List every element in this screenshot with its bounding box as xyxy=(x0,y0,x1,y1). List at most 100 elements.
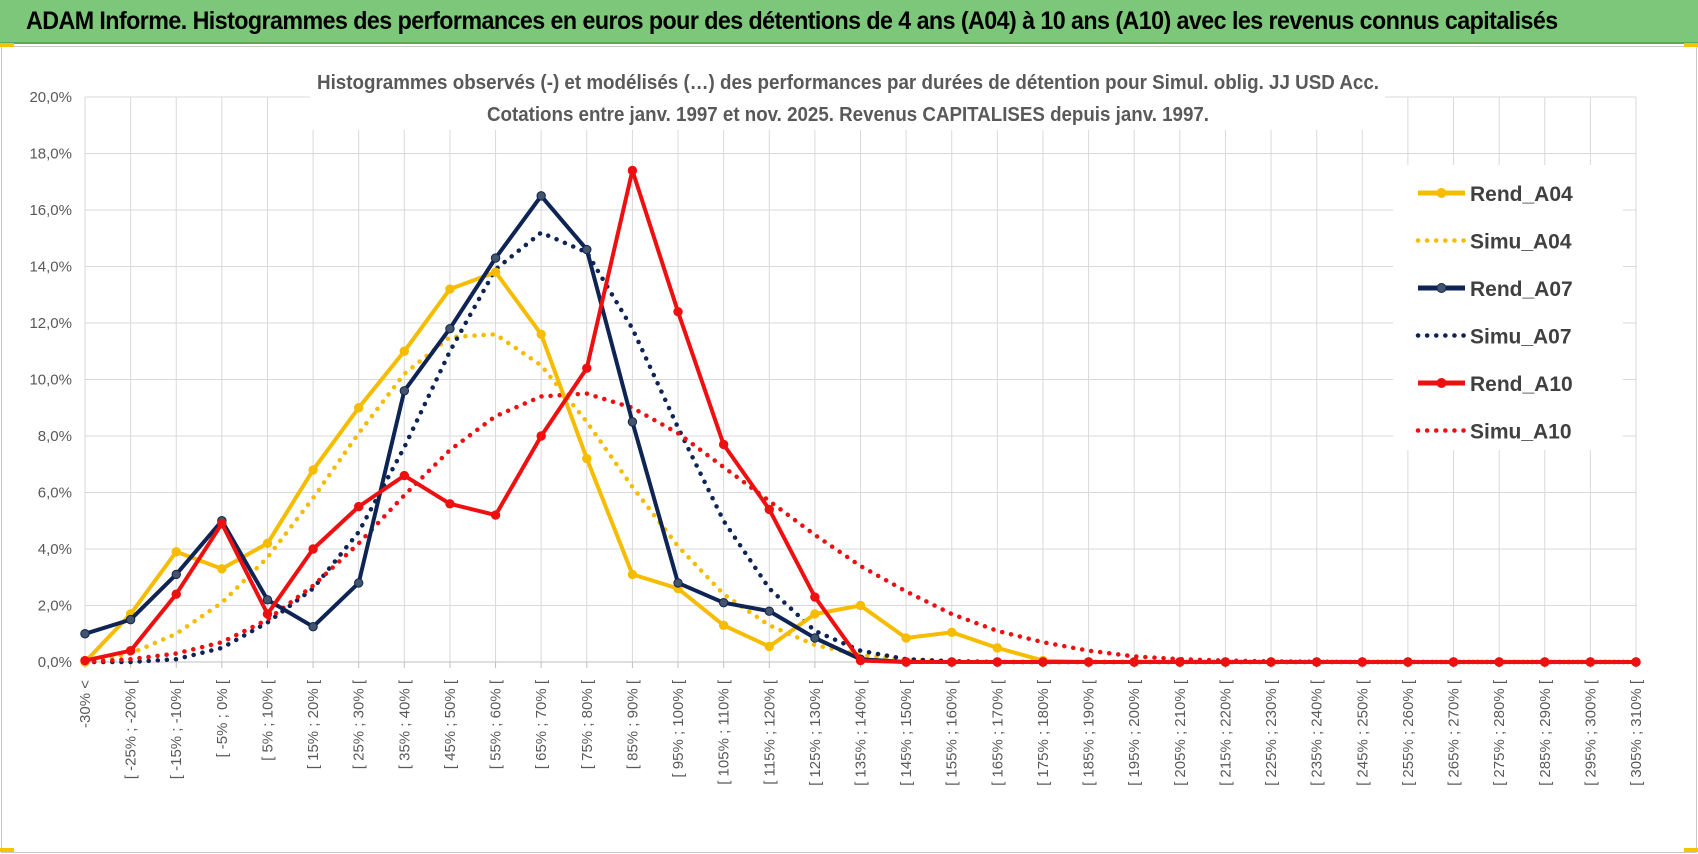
chart-subtitle-line2: Cotations entre janv. 1997 et nov. 2025.… xyxy=(487,104,1209,126)
x-tick-label: [ 105% ; 110% [ xyxy=(716,679,733,785)
x-tick-label: [ 265% ; 270% [ xyxy=(1446,679,1463,786)
data-point xyxy=(855,655,866,666)
data-point xyxy=(217,518,227,529)
data-point xyxy=(399,386,410,396)
legend-label-Simu_A04: Simu_A04 xyxy=(1470,231,1572,254)
x-tick-label: [ 65% ; 70% [ xyxy=(533,679,550,769)
legend-marker xyxy=(1436,188,1447,198)
data-point xyxy=(1129,657,1139,667)
y-axis: 0,0% 2,0% 4,0% 6,0% 8,0% 10,0% 12,0% 14,0% 16,0%… xyxy=(29,89,72,671)
data-point xyxy=(536,191,546,201)
series-Rend_A10 xyxy=(80,165,1641,667)
data-point xyxy=(764,641,774,652)
data-point xyxy=(217,564,227,574)
x-tick-label: [ 85% ; 90% [ xyxy=(624,679,641,769)
y-tick-label: 8,0% xyxy=(38,428,72,445)
x-tick-label: [ 95% ; 100% [ xyxy=(670,679,687,777)
legend-marker xyxy=(1436,378,1447,388)
y-tick-label: 14,0% xyxy=(29,259,72,276)
y-tick-label: 0,0% xyxy=(38,654,72,671)
x-tick-label: [ 195% ; 200% [ xyxy=(1126,679,1143,786)
x-tick-label: [ 135% ; 140% [ xyxy=(853,679,870,786)
data-point xyxy=(718,597,729,608)
legend-label-Rend_A10: Rend_A10 xyxy=(1470,373,1573,396)
subtitle-background xyxy=(310,64,1385,130)
data-point xyxy=(1220,657,1231,667)
data-point xyxy=(627,417,638,427)
data-point xyxy=(582,453,592,464)
data-point xyxy=(1494,657,1504,667)
corner-mark xyxy=(1684,43,1698,47)
data-point xyxy=(1540,657,1550,667)
legend-label-Simu_A10: Simu_A10 xyxy=(1470,421,1572,444)
data-point xyxy=(1038,657,1048,667)
data-point xyxy=(901,657,911,667)
data-point xyxy=(1175,657,1185,667)
data-point xyxy=(262,595,273,605)
x-tick-label: [ 305% ; 310% [ xyxy=(1628,679,1645,786)
data-point xyxy=(673,307,683,317)
data-point xyxy=(810,633,820,643)
data-point xyxy=(354,501,364,512)
data-point xyxy=(490,253,501,263)
data-point xyxy=(764,606,774,616)
legend-marker xyxy=(1436,283,1447,293)
data-point xyxy=(490,510,501,520)
data-point xyxy=(718,439,729,450)
banner-title: ADAM Informe. Histogrammes des performan… xyxy=(26,7,1558,35)
data-point xyxy=(308,544,318,554)
x-tick-label: [ 165% ; 170% [ xyxy=(989,679,1006,786)
data-point xyxy=(125,614,136,625)
x-tick-label: [ 125% ; 130% [ xyxy=(807,679,824,786)
x-tick-label: [ 275% ; 280% [ xyxy=(1491,679,1508,786)
x-tick-label: [ 25% ; 30% [ xyxy=(351,679,368,769)
chart-subtitle-line1: Histogrammes observés (-) et modélisés (… xyxy=(317,72,1379,94)
data-point xyxy=(1631,657,1641,667)
x-axis: -30% < [ -25% ; -20% [[ -15% ; -10% [[ -5… xyxy=(77,661,1645,786)
series-layer xyxy=(80,165,1641,667)
y-tick-label: 6,0% xyxy=(38,485,72,502)
y-tick-label: 12,0% xyxy=(29,315,72,332)
x-tick-label: [ 15% ; 20% [ xyxy=(305,679,322,769)
data-point xyxy=(1266,657,1276,667)
y-tick-label: 18,0% xyxy=(29,146,72,163)
x-tick-label: [ 155% ; 160% [ xyxy=(944,679,961,786)
x-tick-label: [ -25% ; -20% [ xyxy=(123,679,140,779)
data-point xyxy=(582,363,592,373)
data-point xyxy=(764,504,774,515)
corner-mark xyxy=(0,848,14,852)
data-point xyxy=(627,165,638,176)
x-tick-label: [ 245% ; 250% [ xyxy=(1354,679,1371,786)
data-point xyxy=(1585,657,1596,667)
data-point xyxy=(125,646,136,656)
x-tick-label: [ 55% ; 60% [ xyxy=(488,679,505,769)
x-tick-label: [ 5% ; 10% [ xyxy=(259,679,276,761)
data-point xyxy=(445,284,455,294)
data-point xyxy=(718,620,729,630)
corner-mark xyxy=(0,43,14,47)
x-tick-label: [ 185% ; 190% [ xyxy=(1081,679,1098,786)
data-point xyxy=(399,470,410,481)
y-tick-label: 16,0% xyxy=(29,202,72,219)
data-point xyxy=(80,655,90,666)
data-point xyxy=(262,609,273,619)
data-point xyxy=(673,578,683,588)
data-point xyxy=(582,244,592,255)
x-tick-label: [ 175% ; 180% [ xyxy=(1035,679,1052,786)
x-tick-label: [ 225% ; 230% [ xyxy=(1263,679,1280,786)
x-tick-label: [ 115% ; 120% [ xyxy=(761,679,778,785)
x-tick-label: [ 35% ; 40% [ xyxy=(396,679,413,769)
data-point xyxy=(1403,657,1413,667)
legend: Rend_A04 Simu_A04 Rend_A07 Simu_A07 Rend_A10… xyxy=(1393,165,1623,450)
data-point xyxy=(627,569,638,580)
x-tick-label: [ 205% ; 210% [ xyxy=(1172,679,1189,786)
data-point xyxy=(810,592,820,602)
x-tick-label: [ 75% ; 80% [ xyxy=(579,679,596,769)
x-tick-label: [ 295% ; 300% [ xyxy=(1582,679,1599,786)
data-point xyxy=(445,323,455,334)
data-point xyxy=(855,600,866,611)
x-tick-label: [ 45% ; 50% [ xyxy=(442,679,459,769)
data-point xyxy=(1311,657,1322,667)
data-point xyxy=(399,346,410,356)
